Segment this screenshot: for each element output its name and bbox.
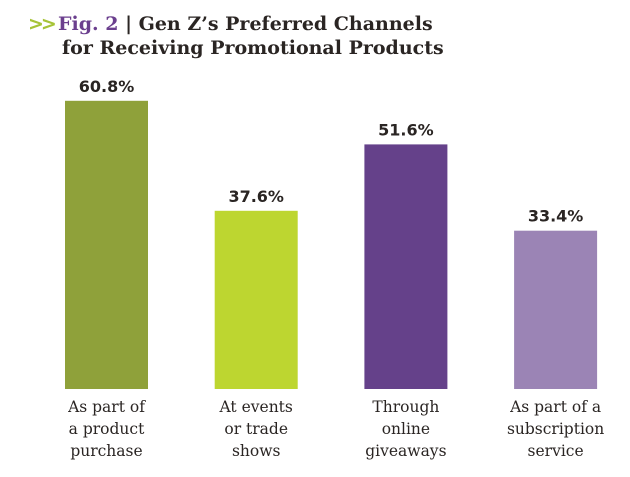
data-label-3: 51.6% xyxy=(378,120,434,139)
bar-2 xyxy=(214,210,298,389)
category-label-1-line-3: purchase xyxy=(70,442,142,460)
category-label-1-line-2: a product xyxy=(69,420,145,438)
category-label-3-line-1: Through xyxy=(372,398,439,416)
title-separator: | xyxy=(118,13,139,35)
figure-number: Fig. 2 xyxy=(58,13,119,35)
data-label-4: 33.4% xyxy=(528,207,584,226)
category-label-4-line-3: service xyxy=(528,442,584,460)
title-line-2: for Receiving Promotional Products xyxy=(62,37,444,59)
data-label-2: 37.6% xyxy=(228,187,284,206)
category-label-4-line-2: subscription xyxy=(507,420,604,438)
category-label-4-line-1: As part of a xyxy=(509,398,601,416)
bar-4 xyxy=(514,230,598,389)
title-line-1: Gen Z’s Preferred Channels xyxy=(138,13,433,35)
chevron-right-icon: >> xyxy=(28,13,57,35)
category-label-2-line-3: shows xyxy=(232,442,281,460)
category-label-2-line-1: At events xyxy=(219,398,293,416)
category-label-3-line-2: online xyxy=(382,420,430,438)
category-label-2-line-2: or trade xyxy=(224,420,288,438)
category-label-3-line-3: giveaways xyxy=(365,442,446,460)
chart-title: >> Fig. 2 | Gen Z’s Preferred Channels fo… xyxy=(28,12,444,60)
data-label-1: 60.8% xyxy=(79,77,135,96)
bar-3 xyxy=(364,144,448,389)
bar-1 xyxy=(65,100,148,390)
category-label-1-line-1: As part of xyxy=(67,398,146,416)
